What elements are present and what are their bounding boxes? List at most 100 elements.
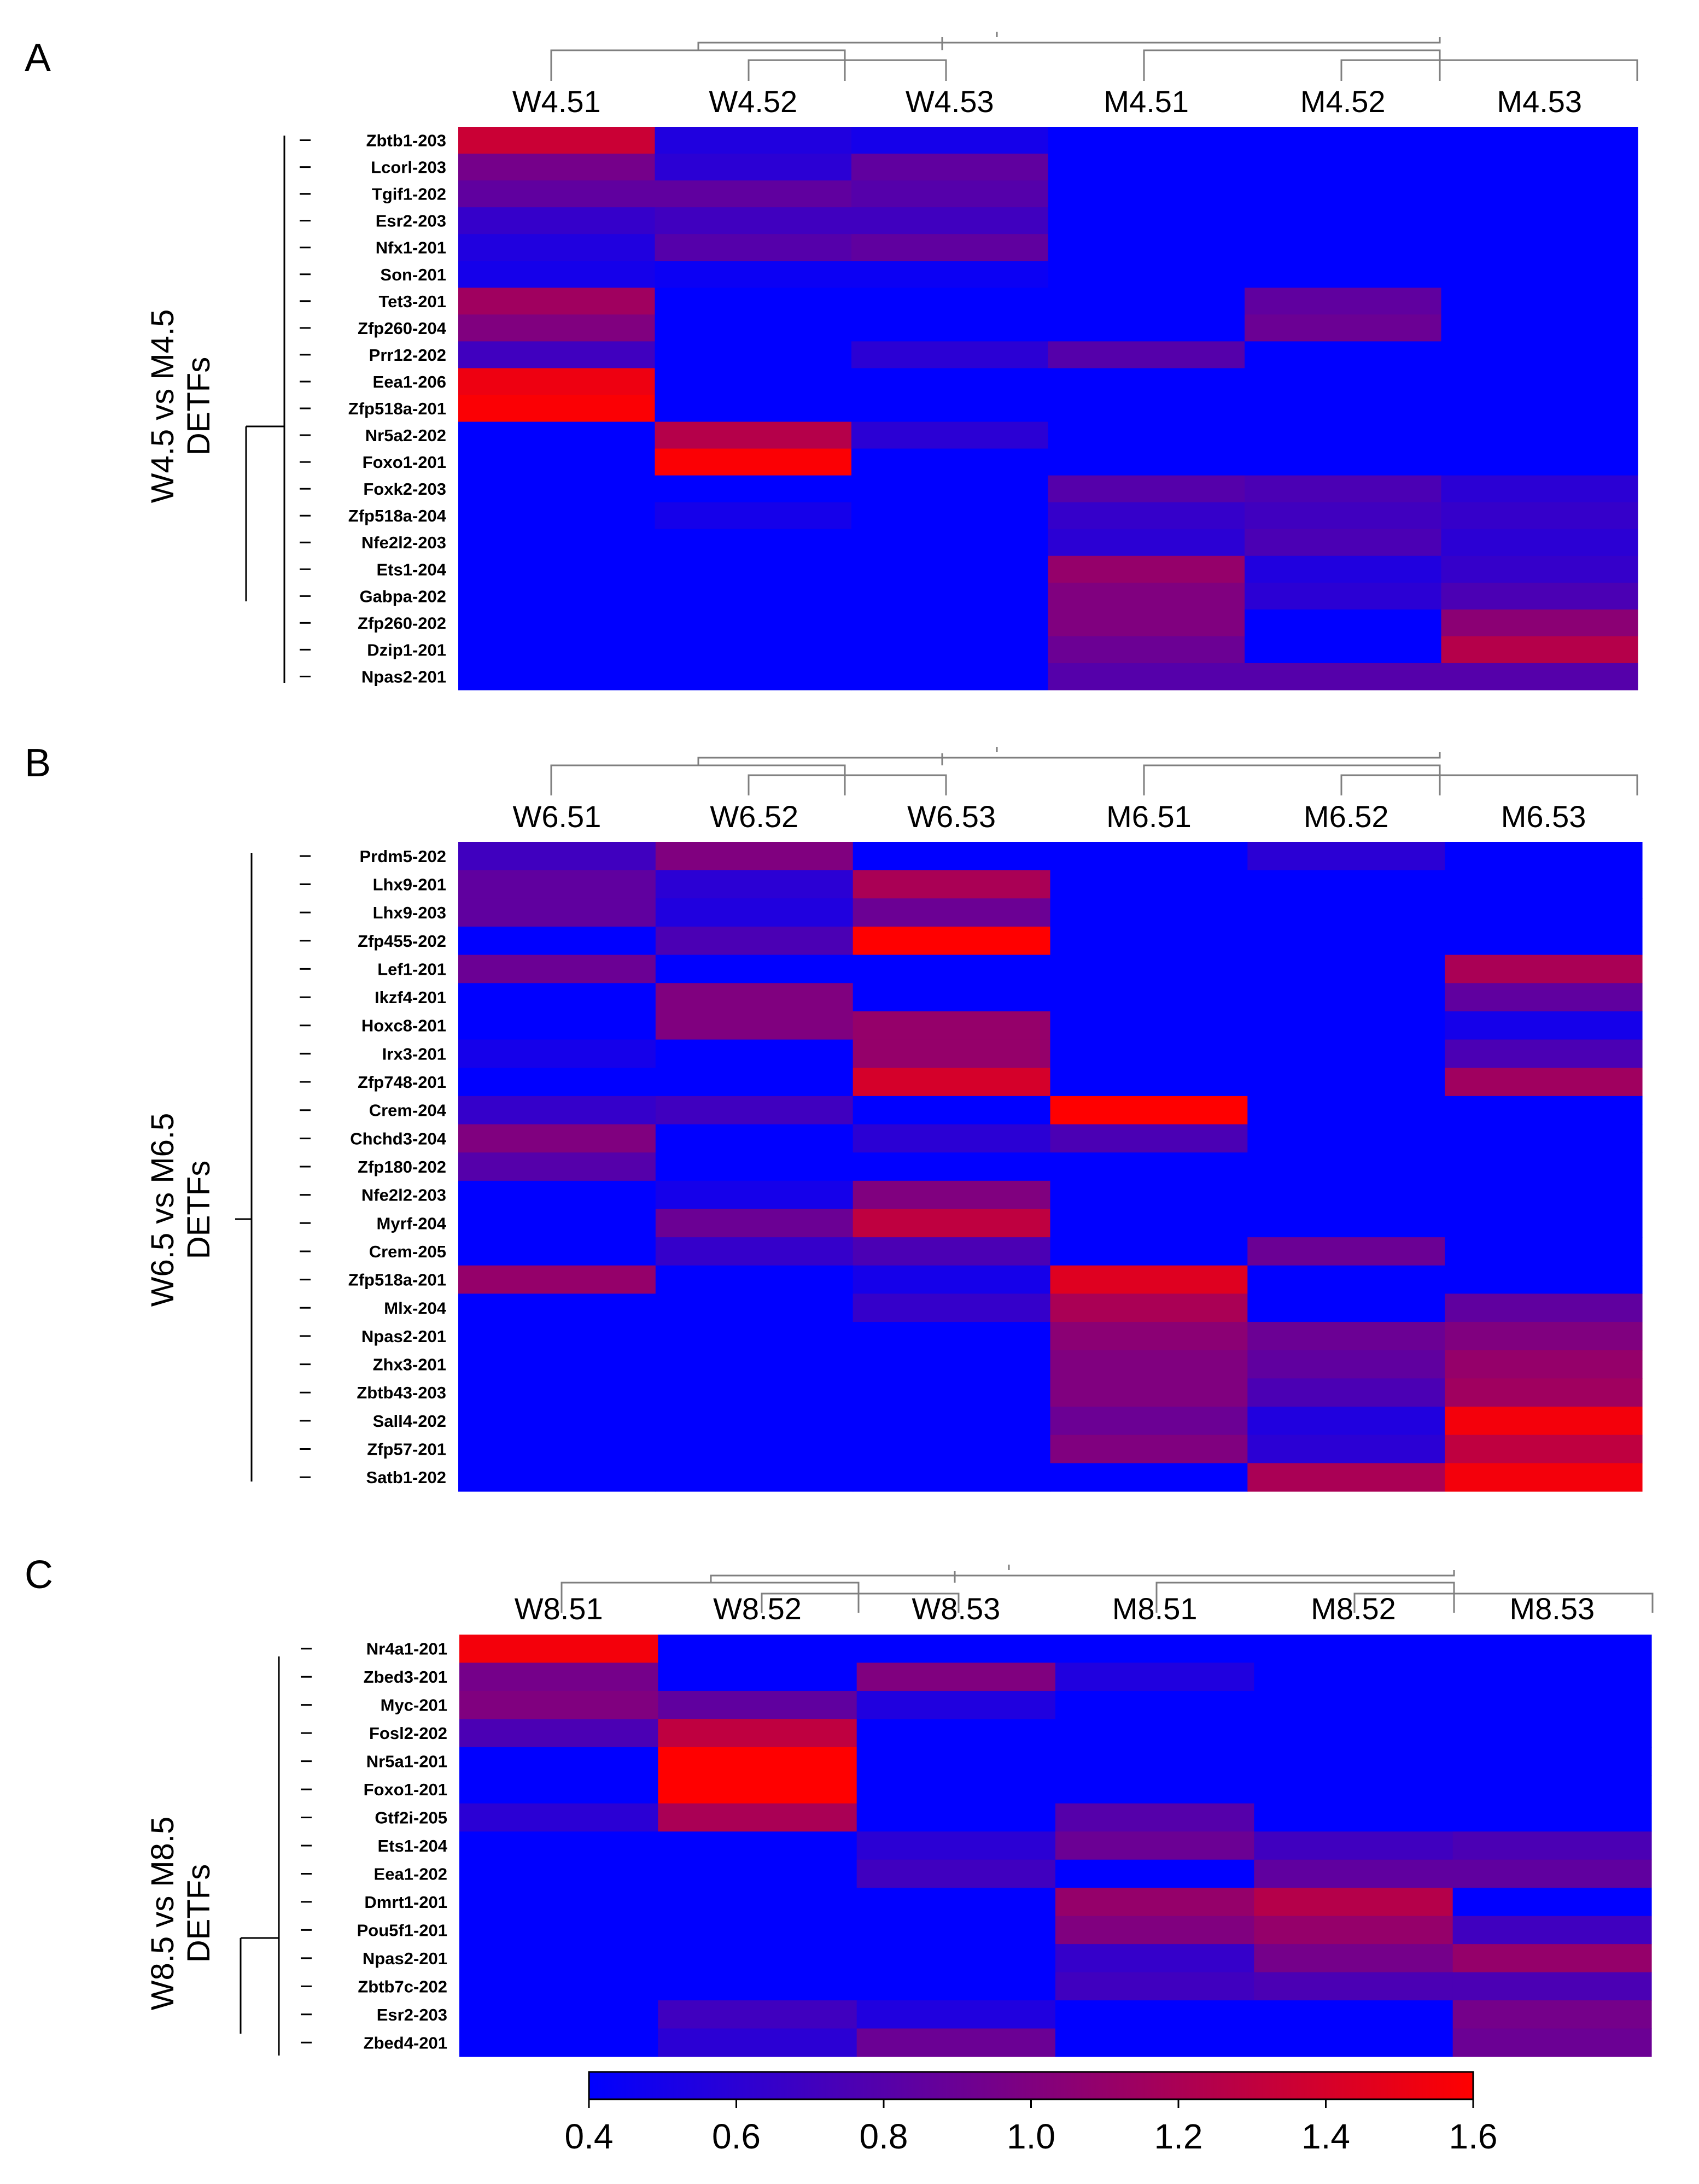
heatmap-cell bbox=[1254, 1888, 1453, 1917]
heatmap-cell bbox=[1245, 636, 1442, 664]
heatmap-cell bbox=[655, 898, 854, 927]
heatmap-cell bbox=[1247, 1209, 1445, 1238]
heatmap-cell bbox=[1050, 1096, 1248, 1125]
row-label: Zfp518a-204 bbox=[348, 506, 447, 525]
heatmap-cell bbox=[459, 2000, 658, 2029]
column-label: M6.53 bbox=[1501, 799, 1586, 834]
heatmap-cell bbox=[851, 127, 1049, 154]
heatmap-cell bbox=[1055, 2028, 1254, 2057]
heatmap-cell bbox=[1055, 1690, 1254, 1719]
heatmap-cell bbox=[1247, 1350, 1445, 1379]
heatmap-cell bbox=[1050, 983, 1248, 1012]
heatmap-cell bbox=[655, 154, 852, 181]
heatmap-cell bbox=[458, 234, 656, 261]
column-label: M8.52 bbox=[1311, 1591, 1396, 1626]
heatmap-cell bbox=[851, 261, 1049, 288]
heatmap-cell bbox=[458, 609, 656, 637]
heatmap-cell bbox=[1245, 448, 1442, 476]
heatmap-cell bbox=[1048, 207, 1245, 235]
heatmap-cell bbox=[1050, 1152, 1248, 1181]
heatmap-cell bbox=[1247, 1068, 1445, 1097]
heatmap-cell bbox=[1055, 1831, 1254, 1860]
heatmap-cell bbox=[851, 234, 1049, 261]
heatmap-cell bbox=[1452, 2028, 1652, 2057]
heatmap-cell bbox=[1441, 288, 1638, 315]
heatmap-cell bbox=[853, 926, 1051, 956]
row-label: Zfp180-202 bbox=[358, 1157, 446, 1176]
column-label: W6.53 bbox=[907, 799, 996, 834]
heatmap-cell bbox=[658, 1888, 857, 1917]
heatmap-cell bbox=[1441, 154, 1638, 181]
heatmap-cell bbox=[655, 1378, 854, 1407]
heatmap-cell bbox=[655, 1209, 854, 1238]
heatmap-cell bbox=[1245, 663, 1442, 690]
heatmap-cell bbox=[1245, 475, 1442, 503]
heatmap-cell bbox=[1441, 207, 1638, 235]
heatmap-cell bbox=[1247, 1152, 1445, 1181]
heatmap-cell bbox=[1441, 234, 1638, 261]
heatmap-cell bbox=[1055, 1888, 1254, 1917]
row-label: Ikzf4-201 bbox=[375, 988, 446, 1007]
heatmap-cell bbox=[1245, 609, 1442, 637]
row-label: Npas2-201 bbox=[361, 667, 446, 686]
heatmap-cell bbox=[1245, 341, 1442, 369]
row-label: Nr5a2-202 bbox=[365, 426, 446, 445]
heatmap-cell bbox=[458, 555, 656, 583]
row-label: Nfe2l2-203 bbox=[361, 1186, 446, 1205]
heatmap-cell bbox=[655, 1463, 854, 1492]
heatmap-cell bbox=[655, 955, 854, 983]
heatmap-cell bbox=[851, 180, 1049, 208]
heatmap-cell bbox=[655, 555, 852, 583]
heatmap-cell bbox=[459, 1690, 658, 1719]
heatmap-cell bbox=[655, 1322, 854, 1351]
column-label: W6.51 bbox=[512, 799, 601, 834]
heatmap-cell bbox=[458, 1237, 656, 1266]
heatmap-cell bbox=[655, 926, 854, 956]
column-label: W8.53 bbox=[912, 1591, 1000, 1626]
heatmap-cell bbox=[458, 127, 656, 154]
heatmap-cell bbox=[655, 180, 852, 208]
heatmap-cell bbox=[1254, 1719, 1453, 1748]
heatmap-cell bbox=[655, 314, 852, 342]
heatmap-cell bbox=[458, 1209, 656, 1238]
heatmap-cell bbox=[1050, 1039, 1248, 1068]
heatmap-cell bbox=[1245, 368, 1442, 396]
heatmap-cell bbox=[655, 1434, 854, 1463]
heatmap-cell bbox=[851, 555, 1049, 583]
heatmap-cell bbox=[1245, 555, 1442, 583]
heatmap-cell bbox=[1441, 475, 1638, 503]
heatmap-cell bbox=[853, 1152, 1051, 1181]
column-label: W4.52 bbox=[709, 84, 797, 119]
heatmap-cell bbox=[856, 1859, 1056, 1888]
heatmap-cell bbox=[1048, 582, 1245, 610]
heatmap-cell bbox=[1050, 898, 1248, 927]
row-label: Eea1-206 bbox=[373, 372, 446, 391]
heatmap-cell bbox=[1441, 180, 1638, 208]
heatmap-cell bbox=[658, 1916, 857, 1945]
heatmap-cell bbox=[856, 1662, 1056, 1691]
heatmap-cell bbox=[1441, 261, 1638, 288]
heatmap-cell bbox=[459, 1888, 658, 1917]
heatmap-cell bbox=[1445, 983, 1643, 1012]
heatmap-cell bbox=[1445, 870, 1643, 899]
heatmap-cell bbox=[459, 1719, 658, 1748]
heatmap-cell bbox=[853, 1350, 1051, 1379]
heatmap-cell bbox=[1055, 1719, 1254, 1748]
row-dendrogram bbox=[240, 1648, 312, 2056]
heatmap-cell bbox=[1245, 180, 1442, 208]
heatmap-cell bbox=[458, 1265, 656, 1295]
row-label: Satb1-202 bbox=[366, 1468, 446, 1487]
heatmap-cell bbox=[459, 1635, 658, 1664]
heatmap-cell bbox=[851, 502, 1049, 530]
heatmap-cell bbox=[853, 1180, 1051, 1210]
heatmap-cell bbox=[1050, 1011, 1248, 1040]
heatmap-cell bbox=[1247, 983, 1445, 1012]
heatmap-cell bbox=[655, 1039, 854, 1068]
heatmap-cell bbox=[1247, 1407, 1445, 1436]
heatmap-cell bbox=[655, 448, 852, 476]
heatmap-cell bbox=[655, 395, 852, 423]
heatmap-cell bbox=[1048, 127, 1245, 154]
heatmap-cell bbox=[1247, 898, 1445, 927]
heatmap-cell bbox=[853, 1378, 1051, 1407]
heatmap-cell bbox=[851, 636, 1049, 664]
